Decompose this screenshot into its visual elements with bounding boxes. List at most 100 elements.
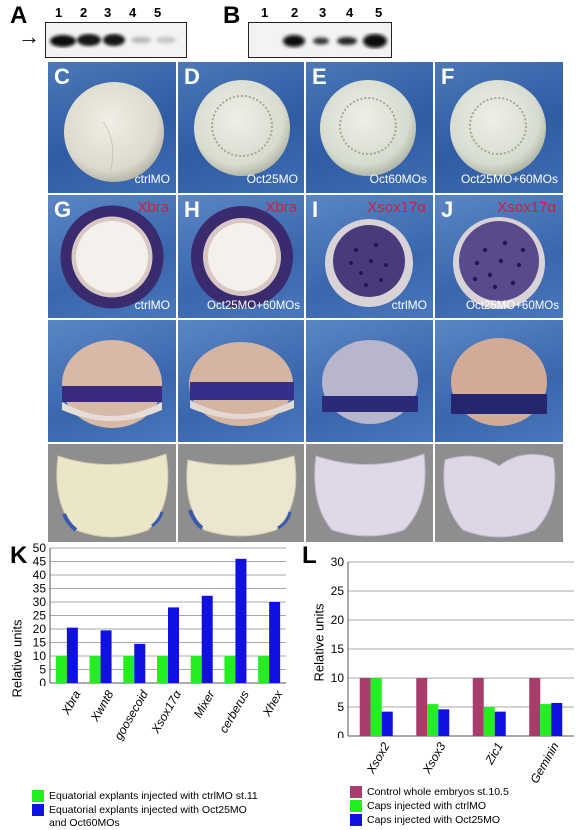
embryo-illustration (450, 80, 546, 176)
legend-swatch (350, 814, 362, 826)
lane-number: 3 (319, 5, 327, 20)
legend-item: Caps injected with Oct25MO (350, 814, 500, 827)
legend-swatch (32, 804, 44, 816)
in-situ-lateral-j (435, 320, 563, 442)
bar (100, 630, 112, 683)
bar (157, 656, 168, 683)
lane-number: 2 (291, 5, 299, 20)
chart-l: 0 5 10 15 20 25 30 (331, 555, 574, 738)
marker-label: Xbra (137, 199, 169, 216)
legend-item: Caps injected with ctrlMO (350, 800, 486, 813)
embryo-illustration (60, 205, 164, 309)
bar (190, 656, 202, 683)
x-tick-label: Xwnt8 (87, 688, 117, 724)
bar (201, 595, 213, 683)
condition-label: Oct25MO+60MOs (466, 300, 559, 312)
embryo-illustration (325, 219, 413, 307)
y-tick-label: 40 (33, 568, 47, 582)
legend-label: Control whole embryos st.10.5 (367, 786, 509, 798)
x-tick-label: Xhex (259, 688, 286, 719)
bar (540, 704, 552, 736)
panel-letter-i: I (312, 197, 319, 222)
y-tick-label: 10 (331, 671, 345, 685)
y-tick-label: 35 (33, 582, 47, 596)
bar (89, 656, 101, 683)
embryo-illustration (62, 340, 162, 428)
lane-number: 4 (346, 5, 354, 20)
y-tick-label: 20 (331, 613, 345, 627)
condition-label: Oct25MO+60MOs (460, 172, 558, 186)
arrow-icon: → (18, 24, 40, 49)
blot-bands-b (283, 34, 387, 48)
legend-swatch (350, 800, 362, 812)
bar (258, 656, 270, 683)
bar (134, 643, 146, 683)
bar (269, 602, 281, 683)
y-tick-label: 15 (33, 636, 47, 650)
section-image-g (48, 444, 176, 542)
bar (168, 607, 179, 683)
embryo-illustration (56, 453, 169, 538)
bar (359, 678, 371, 736)
embryo-illustration (186, 455, 297, 537)
bar (123, 656, 135, 683)
bar (55, 656, 67, 683)
y-tick-label: 20 (33, 622, 47, 636)
panel-letter-g: G (54, 197, 72, 222)
condition-label: Oct25MO+60MOs (207, 300, 300, 312)
embryo-image-d: D Oct25MO (178, 62, 304, 193)
y-tick-label: 25 (331, 584, 345, 598)
embryo-illustration (191, 206, 293, 308)
blot-bands-a (50, 34, 176, 47)
embryo-illustration (64, 82, 164, 182)
panel-letter-f: F (441, 64, 455, 89)
legend-item: Control whole embryos st.10.5 (350, 786, 509, 799)
x-tick-label: cerberus (216, 688, 252, 736)
in-situ-image-g: G Xbra ctrlMO (48, 195, 176, 318)
panel-letter-k: K (10, 542, 28, 569)
panel-letter-e: E (312, 64, 327, 89)
bar (416, 678, 428, 736)
legend-swatch (32, 790, 44, 802)
embryo-image-f: F Oct25MO+60MOs (435, 62, 563, 193)
chart-l-xlabels: Xsox2 Xsox3 Zic1 Geminin (328, 738, 578, 786)
legend-label: Equatorial explants injected with Oct25M… (49, 804, 247, 830)
marker-label: Xsox17α (367, 199, 426, 216)
legend-label: Equatorial explants injected with ctrlMO… (49, 790, 258, 802)
legend-label: Caps injected with ctrlMO (367, 800, 487, 812)
embryo-image-c: C ctrlMO (48, 62, 176, 193)
in-situ-lateral-g (48, 320, 176, 442)
bar (494, 711, 506, 736)
western-blot-a (45, 22, 187, 58)
y-tick-label: 30 (33, 595, 47, 609)
y-tick-label: 5 (39, 663, 46, 677)
western-blot-b (248, 22, 392, 58)
chart-l-ylabel: Relative units (311, 603, 327, 682)
x-tick-label: Geminin (527, 740, 562, 786)
lane-number: 4 (129, 5, 137, 20)
embryo-image-e: E Oct60MOs (306, 62, 433, 193)
x-tick-label: goosecoid (110, 688, 151, 743)
lane-number: 5 (375, 5, 383, 20)
bar (224, 656, 236, 683)
y-tick-label: 30 (331, 555, 345, 569)
x-tick-label: Xsox17α (148, 688, 185, 736)
y-tick-label: 50 (33, 541, 47, 555)
legend-swatch (350, 786, 362, 798)
condition-label: ctrlMO (391, 298, 427, 312)
condition-label: ctrlMO (134, 298, 170, 312)
in-situ-image-j: J Xsox17α Oct25MO+60MOs (435, 195, 563, 318)
in-situ-lateral-h (178, 320, 304, 442)
x-tick-label: Mixer (191, 688, 218, 721)
bar (472, 678, 484, 736)
chart-k-xlabels: Xbra Xwnt8 goosecoid Xsox17α Mixer cerberus Xh… (24, 686, 290, 758)
in-situ-image-i: I Xsox17α ctrlMO (306, 195, 433, 318)
bar (66, 627, 78, 683)
legend-label-line: Equatorial explants injected with Oct25M… (49, 804, 247, 816)
embryo-illustration (453, 217, 545, 309)
lane-number: 2 (80, 5, 88, 20)
y-tick-label: 10 (33, 649, 47, 663)
embryo-illustration (443, 453, 556, 538)
embryo-illustration (189, 342, 294, 426)
section-image-j (435, 444, 563, 542)
